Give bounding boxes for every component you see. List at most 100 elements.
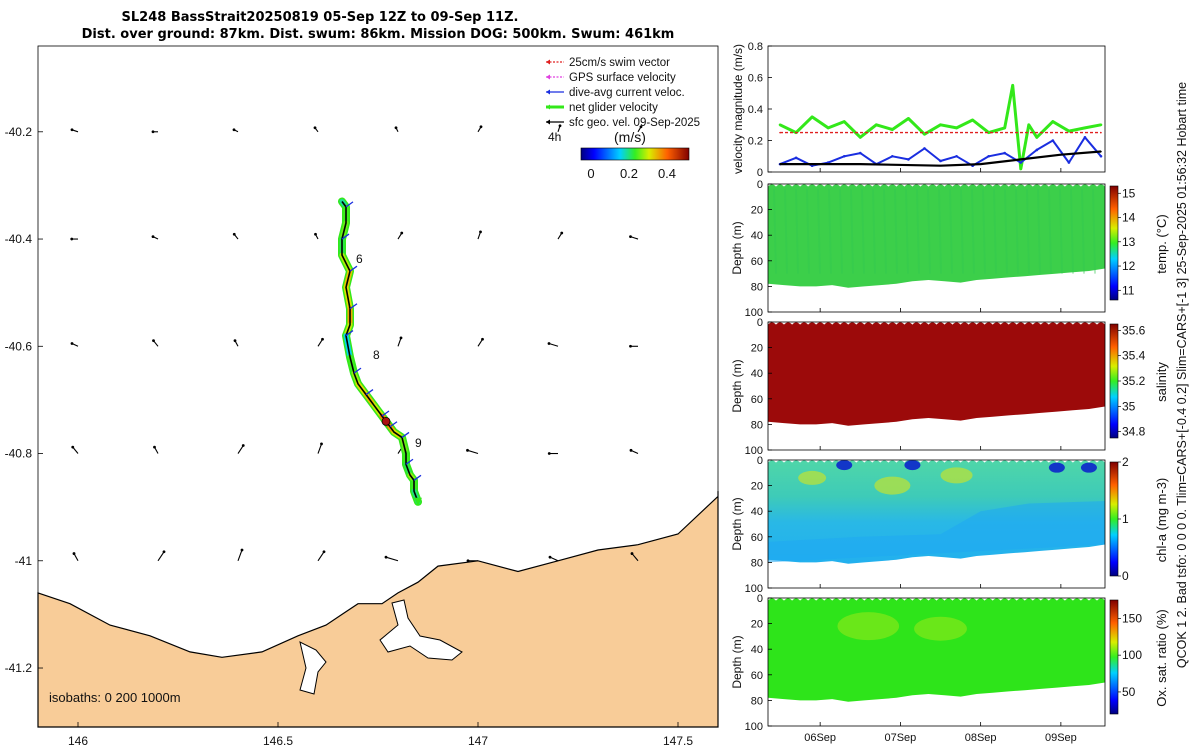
velocity-point — [971, 118, 974, 122]
velocity-point — [842, 120, 846, 123]
section-ylabel: Depth (m) — [730, 497, 744, 550]
velocity-point — [939, 123, 942, 127]
velocity-panel-frame — [767, 45, 1106, 173]
velocity-point — [1003, 126, 1007, 130]
sfc-vector-head — [400, 231, 404, 235]
section-ytick-label: 40 — [751, 230, 763, 242]
velocity-point — [779, 163, 781, 165]
velocity-point — [1099, 123, 1103, 127]
velocity-panel: 0 0.2 0.4 0.6 0.8 velocity magnitude (m/s) — [731, 41, 1106, 179]
section-texture — [773, 189, 777, 274]
section-ytick-label: 0 — [757, 179, 763, 191]
section-texture — [904, 460, 921, 471]
section-frame — [767, 183, 1106, 313]
colorbar-label: temp. (°C) — [1154, 214, 1169, 273]
section-panel-0: 0 20 40 60 80 100 Depth (m) 11 12 13 14 15 temp. (°C… — [730, 179, 1169, 319]
sfc-vector-head — [466, 559, 470, 563]
section-texture — [850, 189, 854, 274]
velocity-point — [955, 154, 958, 158]
sfc-vector-head — [481, 337, 484, 341]
colorbar-tick-label: 35.6 — [1122, 323, 1146, 337]
velocity-point — [1083, 126, 1087, 130]
section-data-field — [766, 184, 1105, 288]
section-frame — [767, 597, 1106, 727]
sfc-vector-head — [466, 448, 469, 452]
velocity-point — [779, 131, 781, 134]
section-ytick-label: 100 — [745, 583, 763, 595]
section-data-field — [766, 322, 1105, 426]
section-texture — [839, 189, 843, 274]
sfc-vector-head — [71, 445, 75, 449]
section-texture — [798, 470, 827, 485]
section-texture — [1092, 189, 1096, 274]
section-texture — [938, 189, 942, 274]
legend-label: GPS surface velocity — [569, 72, 676, 84]
velocity-point — [1100, 131, 1102, 134]
speed-colorbar-tick: 0.2 — [620, 166, 638, 181]
colorbar-tick-label: 150 — [1122, 611, 1142, 625]
sfc-vector-head — [70, 342, 74, 345]
colorbar-tick-label: 14 — [1122, 211, 1136, 225]
colorbar-tick-label: 35.4 — [1122, 349, 1146, 363]
section-ytick-label: 80 — [751, 281, 763, 293]
sfc-vector-head — [320, 442, 323, 446]
section-ytick-label: 20 — [751, 343, 763, 355]
sfc-vector-head — [153, 445, 156, 449]
section-ytick-label: 100 — [745, 307, 763, 319]
sfc-vector — [549, 556, 559, 562]
sfc-vector-head — [162, 550, 166, 554]
section-texture — [927, 189, 931, 274]
sfc-vector-head — [313, 126, 317, 130]
sfc-vector-head — [70, 237, 74, 241]
velocity-point — [891, 154, 894, 158]
isobaths-label: isobaths: 0 200 1000m — [49, 690, 181, 705]
section-ytick-label: 40 — [751, 368, 763, 380]
section-texture — [940, 467, 973, 484]
sfc-vector-head — [232, 232, 236, 236]
sfc-vector-head — [232, 128, 236, 132]
section-texture — [971, 189, 975, 274]
dive-avg-vector — [345, 330, 354, 337]
sfc-vector-head — [314, 232, 317, 236]
section-texture — [949, 189, 953, 274]
velocity-point — [1003, 151, 1007, 155]
colorbar-tick-label: 1 — [1122, 512, 1129, 526]
velocity-ytick-label: 0.2 — [748, 136, 763, 148]
section-texture — [874, 476, 911, 495]
velocity-point — [891, 128, 894, 131]
map-ytick-label: -40.6 — [5, 339, 33, 353]
section-panel-1: 0 20 40 60 80 100 Depth (m) 34.8 35 35.2 35.4 35.6 s… — [730, 317, 1169, 457]
colorbar-label: chl-a (mg m-3) — [1154, 478, 1169, 563]
section-texture — [1048, 462, 1065, 473]
land-area — [37, 491, 719, 728]
section-ytick-label: 40 — [751, 506, 763, 518]
velocity-point — [1019, 167, 1023, 171]
dive-avg-vector — [353, 367, 362, 374]
section-colorbar — [1109, 185, 1119, 301]
speed-colorbar-unit: (m/s) — [614, 129, 646, 145]
legend-arrowhead — [546, 104, 550, 110]
map-xtick-label: 146 — [68, 734, 88, 748]
section-ylabel: Depth (m) — [730, 359, 744, 412]
section-frame — [767, 321, 1106, 451]
legend-arrowhead — [546, 119, 550, 125]
velocity-point — [858, 151, 862, 155]
section-texture — [1026, 189, 1030, 274]
map-ytick-label: -41 — [15, 554, 33, 568]
map-ytick-label: -40.8 — [5, 447, 33, 461]
section-texture — [768, 500, 1105, 563]
speed-colorbar-tick: 0 — [587, 166, 594, 181]
section-panel-2: 0 20 40 60 80 100 Depth (m) 0 1 2 chl-a (mg m-3) — [730, 455, 1169, 595]
velocity-point — [1019, 158, 1022, 161]
section-texture — [795, 189, 799, 274]
section-ytick-label: 60 — [751, 394, 763, 406]
section-ytick-label: 100 — [745, 721, 763, 733]
sfc-vector-head — [151, 235, 155, 239]
dive-avg-vector — [341, 233, 350, 240]
velocity-ylabel: velocity magnitude (m/s) — [731, 44, 745, 174]
colorbar-tick-label: 50 — [1122, 685, 1136, 699]
section-ytick-label: 80 — [751, 419, 763, 431]
velocity-point — [1067, 129, 1071, 133]
velocity-point — [907, 117, 910, 120]
sfc-vector — [157, 551, 165, 562]
